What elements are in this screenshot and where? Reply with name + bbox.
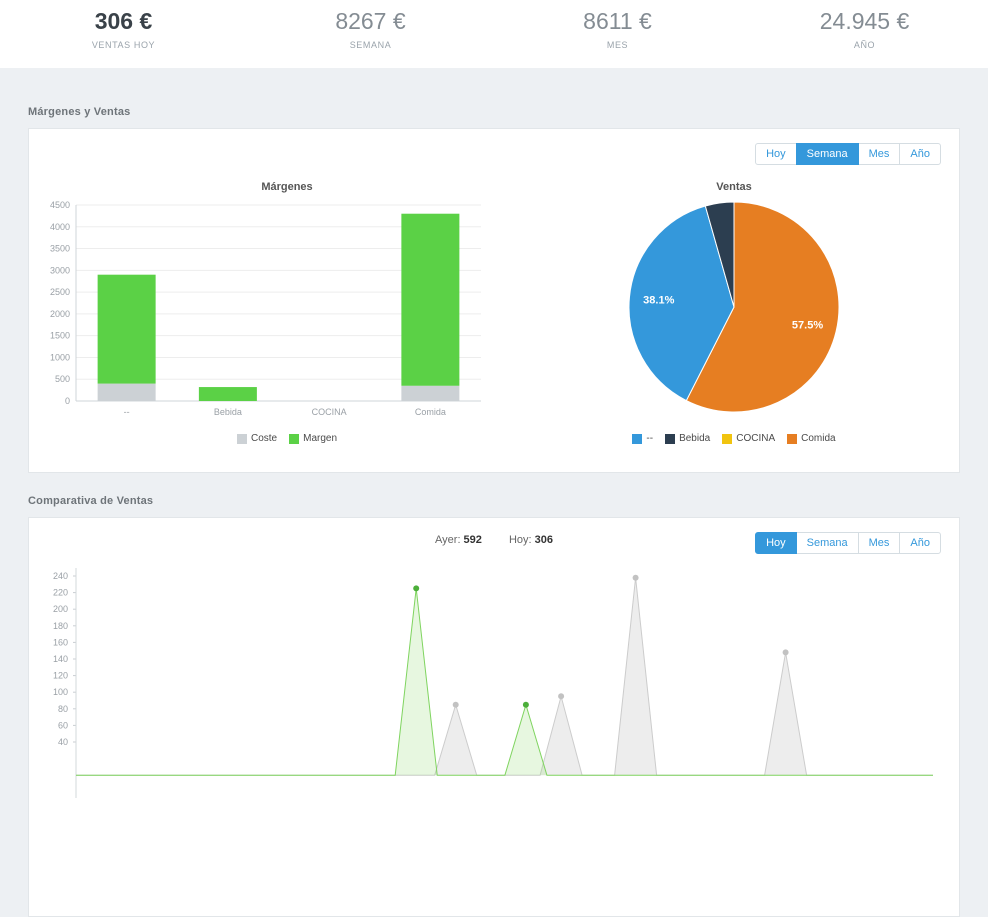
- svg-text:3500: 3500: [50, 244, 70, 254]
- svg-text:2000: 2000: [50, 309, 70, 319]
- stat-label-anio: AÑO: [853, 40, 876, 50]
- ayer-label: Ayer:: [435, 534, 461, 546]
- legend-label: Coste: [250, 433, 278, 444]
- svg-text:40: 40: [58, 737, 68, 747]
- svg-text:57.5%: 57.5%: [792, 320, 823, 332]
- legend-swatch: [289, 433, 300, 444]
- svg-text:COCINA: COCINA: [312, 407, 347, 417]
- svg-text:4000: 4000: [50, 222, 70, 232]
- legend-swatch: [632, 433, 643, 444]
- margins-range-hoy-button[interactable]: Hoy: [755, 143, 797, 165]
- stat-ventas-hoy: 306 € VENTAS HOY: [0, 8, 247, 50]
- comparison-summary: Ayer: 592 Hoy: 306: [47, 532, 941, 548]
- svg-text:220: 220: [53, 588, 68, 598]
- legend-item[interactable]: Margen: [289, 433, 337, 444]
- legend-item[interactable]: Coste: [236, 433, 278, 444]
- svg-text:Bebida: Bebida: [214, 407, 242, 417]
- svg-text:500: 500: [55, 374, 70, 384]
- hoy-label: Hoy:: [508, 534, 532, 546]
- hoy-value: 306: [534, 534, 553, 546]
- svg-text:--: --: [124, 407, 130, 417]
- pie-chart-title: Ventas: [716, 181, 752, 193]
- svg-text:180: 180: [53, 621, 68, 631]
- svg-text:80: 80: [58, 704, 68, 714]
- legend-swatch: [722, 433, 733, 444]
- sales-pie-block: Ventas 57.5% 38.1% -- Bebida COCINA Comida: [527, 181, 941, 444]
- comparison-range-hoy-button[interactable]: Hoy: [755, 532, 797, 554]
- comparison-range-semana-button[interactable]: Semana: [795, 532, 859, 554]
- legend-item[interactable]: COCINA: [722, 433, 775, 444]
- svg-text:160: 160: [53, 637, 68, 647]
- margins-section-title: Márgenes y Ventas: [28, 106, 131, 118]
- legend-item[interactable]: --: [632, 433, 653, 444]
- svg-text:100: 100: [53, 687, 68, 697]
- svg-text:0: 0: [65, 396, 70, 406]
- margins-sales-card: Hoy Semana Mes Año Márgenes 0 500 1000 1500…: [28, 128, 960, 473]
- svg-text:2500: 2500: [50, 287, 70, 297]
- stat-label-mes: MES: [606, 40, 629, 50]
- svg-text:1500: 1500: [50, 331, 70, 341]
- legend-swatch: [787, 433, 798, 444]
- legend-item[interactable]: Comida: [787, 433, 836, 444]
- comparison-range-selector: Hoy Semana Mes Año: [755, 532, 941, 554]
- svg-text:1000: 1000: [50, 352, 70, 362]
- legend-swatch: [236, 433, 247, 444]
- svg-text:140: 140: [53, 654, 68, 664]
- svg-text:4500: 4500: [50, 200, 70, 210]
- legend-label: COCINA: [736, 433, 776, 444]
- stat-value-semana: 8267 €: [335, 8, 406, 34]
- stat-anio: 24.945 € AÑO: [741, 8, 988, 50]
- sales-pie-chart: 57.5% 38.1%: [628, 201, 840, 413]
- svg-text:Comida: Comida: [415, 407, 446, 417]
- kpi-stats-bar: 306 € VENTAS HOY 8267 € SEMANA 8611 € ME…: [0, 0, 988, 68]
- svg-text:120: 120: [53, 671, 68, 681]
- legend-swatch: [665, 433, 676, 444]
- svg-text:38.1%: 38.1%: [643, 295, 674, 307]
- stat-value-anio: 24.945 €: [819, 8, 910, 34]
- comparison-range-anio-button[interactable]: Año: [899, 532, 941, 554]
- margins-charts-row: Márgenes 0 500 1000 1500 2000 2500 3000 3500 400…: [47, 181, 941, 444]
- svg-text:3000: 3000: [50, 265, 70, 275]
- stat-mes: 8611 € MES: [494, 8, 741, 50]
- pie-chart-legend: -- Bebida COCINA Comida: [632, 433, 836, 444]
- sales-comparison-card: Hoy Semana Mes Año Ayer: 592 Hoy: 306 240 2…: [28, 517, 960, 917]
- legend-label: Margen: [303, 433, 338, 444]
- comparison-range-mes-button[interactable]: Mes: [857, 532, 901, 554]
- stat-label-ventas-hoy: VENTAS HOY: [91, 40, 156, 50]
- svg-text:200: 200: [53, 604, 68, 614]
- legend-item[interactable]: Bebida: [665, 433, 710, 444]
- legend-label: Comida: [801, 433, 836, 444]
- legend-label: Bebida: [679, 433, 711, 444]
- ayer-value: 592: [463, 534, 482, 546]
- margins-range-semana-button[interactable]: Semana: [795, 143, 859, 165]
- margins-bar-block: Márgenes 0 500 1000 1500 2000 2500 3000 3500 400…: [47, 181, 527, 444]
- legend-label: --: [646, 433, 654, 444]
- margins-range-mes-button[interactable]: Mes: [857, 143, 901, 165]
- stat-value-mes: 8611 €: [583, 8, 652, 34]
- bar-chart-title: Márgenes: [261, 181, 313, 193]
- stat-value-ventas-hoy: 306 €: [94, 8, 153, 34]
- margins-range-anio-button[interactable]: Año: [899, 143, 941, 165]
- margins-bar-chart: 0 500 1000 1500 2000 2500 3000 3500 4000 4500 -- Be…: [50, 200, 481, 417]
- svg-text:60: 60: [58, 720, 68, 730]
- comparison-section-title: Comparativa de Ventas: [28, 495, 154, 507]
- stat-label-semana: SEMANA: [349, 40, 392, 50]
- margins-range-selector: Hoy Semana Mes Año: [755, 143, 941, 165]
- stat-semana: 8267 € SEMANA: [247, 8, 494, 50]
- bar-chart-legend: Coste Margen: [236, 433, 337, 444]
- comparison-area-chart: 240 220 200 180 160 140 120 100 80 60 40: [53, 568, 933, 798]
- svg-text:240: 240: [53, 571, 68, 581]
